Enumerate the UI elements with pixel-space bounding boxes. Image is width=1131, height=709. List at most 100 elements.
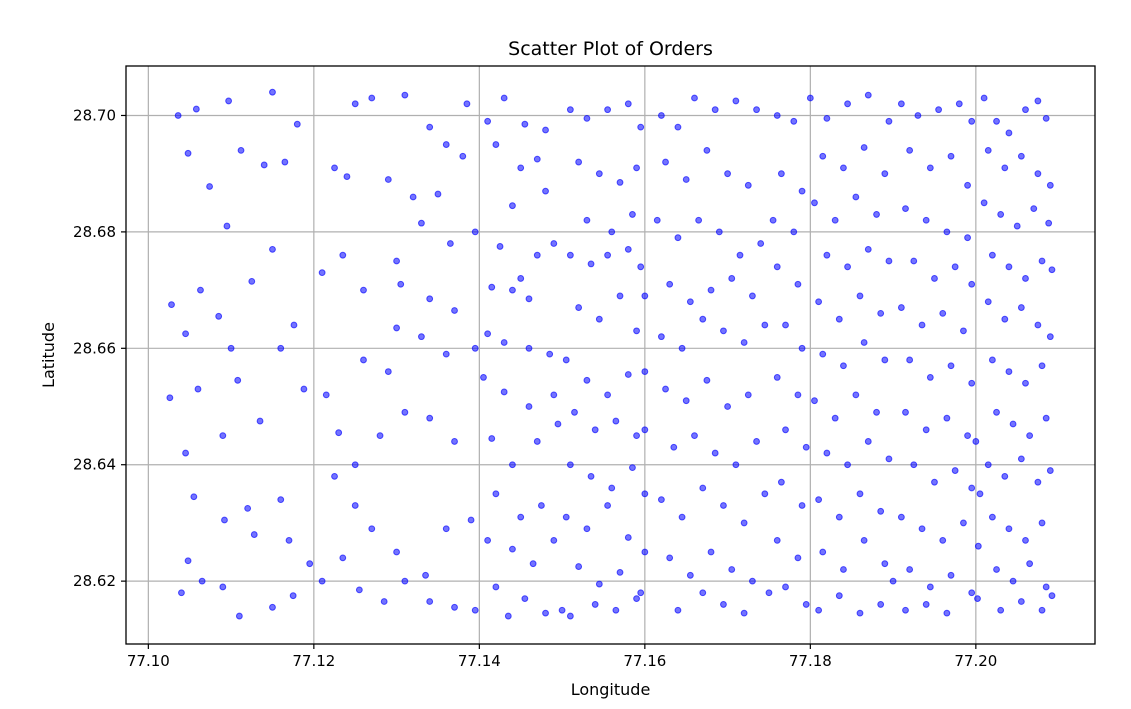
data-point [947,152,955,160]
data-point [960,519,967,527]
data-point [902,408,909,416]
data-point [360,356,367,364]
data-point [426,295,434,303]
data-point [968,589,976,597]
data-point [351,461,359,469]
data-point [666,280,674,288]
data-point [496,243,504,250]
data-point [1017,598,1025,605]
data-point [823,251,831,259]
data-point [1009,420,1017,428]
data-point [641,292,649,300]
data-point [773,536,781,544]
data-point [234,376,242,384]
data-point [798,502,806,509]
data-point [782,321,789,329]
data-point [819,152,827,160]
data-point [492,490,500,498]
data-point [682,397,690,405]
data-point [174,112,182,119]
data-point [339,554,347,562]
data-point [277,344,285,352]
data-point [492,583,500,591]
data-point [1017,304,1025,311]
data-point [699,589,707,597]
data-point [749,577,756,585]
data-point [910,257,918,265]
data-point [678,513,686,521]
data-point [678,344,686,352]
data-point [1005,368,1013,375]
data-point [583,376,591,384]
data-point [815,298,823,306]
data-point [182,449,189,457]
data-point [715,228,723,236]
data-point [802,443,810,451]
data-point [471,228,479,236]
data-point [571,408,578,416]
data-point [335,429,343,437]
data-point [860,339,868,346]
data-point [1048,592,1056,600]
y-axis-label: Latitude [39,322,58,388]
data-point [1001,472,1009,480]
data-point [947,362,955,370]
data-point [339,251,347,259]
data-point [840,164,847,172]
data-point [1034,478,1042,486]
data-point [442,141,450,148]
data-point [206,183,213,190]
data-point [947,571,955,579]
data-point [575,563,583,570]
data-point [873,211,880,218]
data-point [451,307,458,314]
data-point [811,199,818,207]
data-point [657,112,665,119]
data-point [794,554,802,562]
data-point [922,601,930,608]
data-point [964,181,971,189]
data-point [1009,577,1017,585]
data-point [1022,275,1029,282]
data-point [583,216,591,224]
data-point [566,461,574,469]
data-point [393,548,400,556]
data-point [831,216,839,224]
data-point [256,417,264,425]
data-point [533,155,541,163]
data-point [616,179,624,186]
data-point [480,374,487,381]
data-point [980,94,988,102]
data-point [856,490,864,498]
data-point [720,601,727,608]
data-point [943,414,951,422]
data-point [856,609,864,617]
data-point [980,199,988,207]
data-point [943,228,951,236]
data-point [794,391,802,399]
data-point [244,504,252,512]
data-point [840,362,847,370]
data-point [749,292,756,300]
data-point [434,190,442,198]
data-point [1034,321,1042,329]
data-point [761,490,769,498]
x-tick-label: 77.18 [789,652,832,670]
data-point [641,490,649,498]
data-point [902,205,909,213]
data-point [881,356,889,364]
data-point [864,438,872,445]
data-point [740,519,748,527]
data-point [1017,152,1025,160]
data-point [864,245,872,253]
data-point [542,187,549,195]
data-point [703,376,711,384]
data-point [426,123,434,131]
data-point [591,601,599,608]
data-point [852,391,860,399]
data-point [197,286,204,294]
data-point [446,240,454,247]
data-point [881,170,889,178]
data-point [695,216,703,224]
data-point [653,216,661,224]
